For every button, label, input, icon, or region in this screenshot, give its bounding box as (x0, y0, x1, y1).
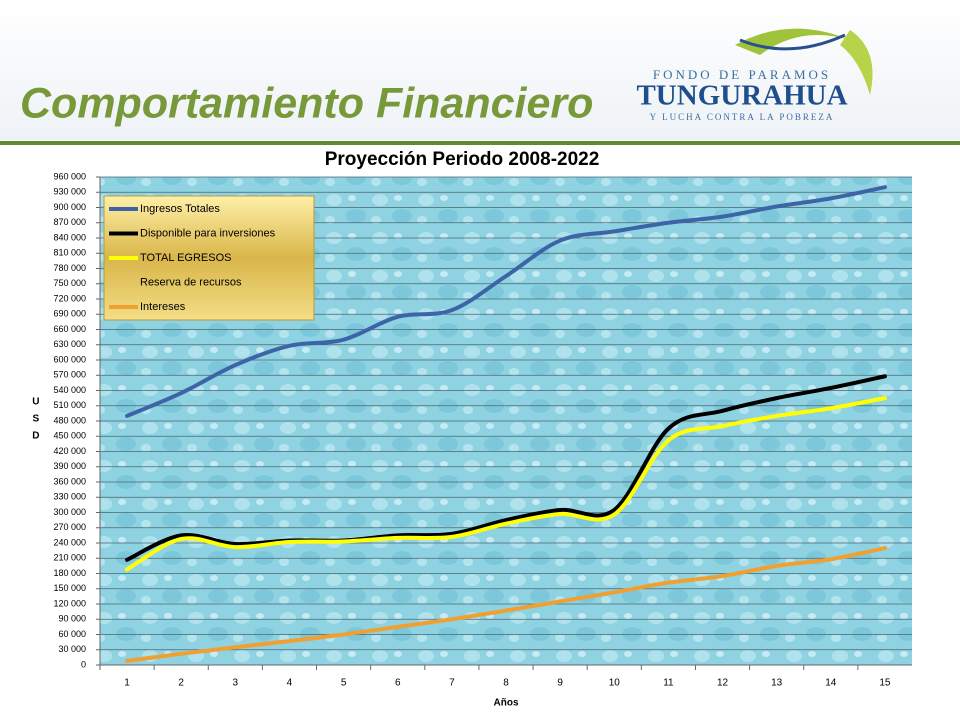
logo-name: TUNGURAHUA (636, 80, 847, 112)
y-tick-label: 600 000 (53, 354, 86, 364)
y-tick-label: 780 000 (53, 263, 86, 273)
x-tick-label: 4 (287, 678, 293, 689)
y-tick-label: 630 000 (53, 339, 86, 349)
y-tick-label: 150 000 (53, 583, 86, 593)
header-bg (0, 0, 960, 140)
y-tick-label: 30 000 (58, 644, 86, 654)
y-tick-label: 720 000 (53, 293, 86, 303)
y-tick-label: 570 000 (53, 370, 86, 380)
legend-label: Intereses (140, 301, 186, 313)
y-tick-label: 690 000 (53, 309, 86, 319)
legend-label: TOTAL EGRESOS (140, 252, 232, 264)
logo-leaf (840, 30, 873, 95)
x-tick-label: 7 (449, 678, 455, 689)
legend: Ingresos Totales Disponible para inversio… (103, 195, 315, 321)
logo-wave (739, 33, 846, 51)
series-line (125, 546, 887, 663)
y-tick-label: 870 000 (53, 217, 86, 227)
y-axis-label: USD (30, 397, 41, 448)
y-tick-label: 960 000 (53, 171, 86, 181)
y-tick-label: 120 000 (53, 598, 86, 608)
y-tick-label: 360 000 (53, 476, 86, 486)
x-tick-label: 14 (825, 678, 837, 689)
x-tick-label: 5 (341, 678, 347, 689)
y-tick-label: 270 000 (53, 522, 86, 532)
series-line (125, 185, 887, 418)
y-tick-label: 210 000 (53, 553, 86, 563)
y-tick-label: 90 000 (58, 614, 86, 624)
y-tick-label: 450 000 (53, 431, 86, 441)
x-tick-label: 9 (557, 678, 563, 689)
y-tick-label: 660 000 (53, 324, 86, 334)
y-tick-label: 810 000 (53, 248, 86, 258)
x-tick-label: 12 (717, 678, 729, 689)
legend-label: Ingresos Totales (140, 203, 220, 215)
y-tick-label: 510 000 (53, 400, 86, 410)
y-tick-label: 750 000 (53, 278, 86, 288)
x-tick-label: 3 (233, 678, 239, 689)
logo-top: FONDO DE PARAMOS (653, 67, 831, 82)
legend-box (103, 195, 315, 321)
x-tick-label: 11 (663, 678, 674, 689)
chart-title: Proyección Periodo 2008-2022 (325, 149, 600, 170)
legend-label: Disponible para inversiones (140, 227, 276, 239)
y-tick-label: 900 000 (53, 202, 86, 212)
y-tick-label: 540 000 (53, 385, 86, 395)
legend-label: Reserva de recursos (140, 276, 242, 288)
series-line (125, 396, 887, 572)
x-axis-label: Años (494, 698, 519, 709)
y-tick-label: 390 000 (53, 461, 86, 471)
x-tick-label: 15 (879, 678, 891, 689)
x-tick-label: 13 (771, 678, 783, 689)
y-tick-label: 180 000 (53, 568, 86, 578)
x-tick-label: 1 (124, 678, 130, 689)
y-tick-label: 930 000 (53, 187, 86, 197)
y-tick-label: 420 000 (53, 446, 86, 456)
y-tick-label: 240 000 (53, 537, 86, 547)
header-rule (0, 141, 960, 145)
logo: FONDO DE PARAMOS TUNGURAHUA Y LUCHA CONT… (636, 28, 873, 122)
x-tick-label: 8 (503, 678, 509, 689)
y-tick-label: 60 000 (58, 629, 86, 639)
slide-title: Comportamiento Financiero (20, 79, 593, 127)
logo-bottom: Y LUCHA CONTRA LA POBREZA (650, 112, 835, 122)
y-tick-label: 480 000 (53, 415, 86, 425)
series-line (125, 374, 887, 562)
y-tick-label: 0 (81, 659, 86, 669)
x-tick-label: 2 (178, 678, 184, 689)
y-tick-label: 300 000 (53, 507, 86, 517)
x-tick-label: 6 (395, 678, 401, 689)
y-tick-label: 330 000 (53, 492, 86, 502)
y-tick-label: 840 000 (53, 232, 86, 242)
x-tick-label: 10 (609, 678, 621, 689)
